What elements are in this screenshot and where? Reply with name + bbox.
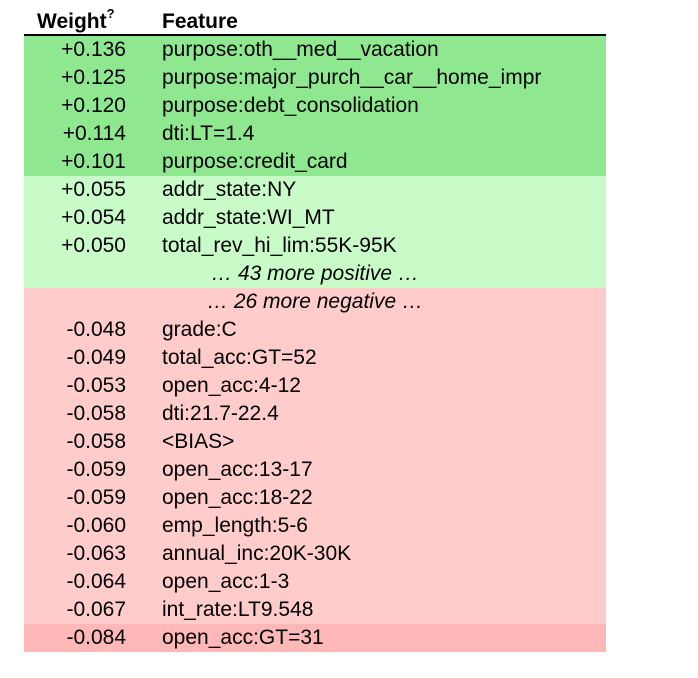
feature-cell: purpose:credit_card [162, 150, 348, 173]
weight-cell: +0.120 [61, 94, 126, 117]
feature-cell: dti:LT=1.4 [162, 122, 255, 145]
table-row: +0.050 total_rev_hi_lim:55K-95K [24, 232, 606, 260]
feature-cell: open_acc:13-17 [162, 458, 313, 481]
summary-text: … 43 more positive … [211, 262, 419, 285]
table-row: -0.048 grade:C [24, 316, 606, 344]
table-row: -0.059 open_acc:18-22 [24, 484, 606, 512]
summary-row: … 43 more positive … [24, 260, 606, 288]
feature-cell: open_acc:4-12 [162, 374, 301, 397]
weight-cell: +0.125 [61, 66, 126, 89]
table-header: Weight? Feature [24, 6, 606, 36]
feature-cell: open_acc:1-3 [162, 570, 290, 593]
table-row: +0.125 purpose:major_purch__car__home_imp… [24, 64, 606, 92]
table-row: -0.067 int_rate:LT9.548 [24, 596, 606, 624]
table-row: -0.084 open_acc:GT=31 [24, 624, 606, 652]
feature-cell: <BIAS> [162, 430, 235, 453]
feature-cell: total_rev_hi_lim:55K-95K [162, 234, 397, 257]
weight-cell: -0.048 [66, 318, 126, 341]
table-row: -0.053 open_acc:4-12 [24, 372, 606, 400]
weight-cell: -0.053 [66, 374, 126, 397]
table-row: -0.058 <BIAS> [24, 428, 606, 456]
feature-cell: purpose:major_purch__car__home_impr [162, 66, 542, 89]
weight-cell: -0.064 [66, 570, 126, 593]
header-row: Weight? Feature [24, 6, 606, 36]
table-row: +0.101 purpose:credit_card [24, 148, 606, 176]
weight-cell: -0.067 [66, 598, 126, 621]
weight-cell: -0.060 [66, 514, 126, 537]
table-row: +0.055 addr_state:NY [24, 176, 606, 204]
weight-cell: -0.049 [66, 346, 126, 369]
feature-cell: addr_state:NY [162, 178, 297, 201]
table-row: +0.114 dti:LT=1.4 [24, 120, 606, 148]
feature-cell: int_rate:LT9.548 [162, 598, 314, 621]
table-body: +0.136 purpose:oth__med__vacation +0.125 pu… [24, 35, 606, 652]
table-row: +0.054 addr_state:WI_MT [24, 204, 606, 232]
feature-column-header: Feature [152, 6, 606, 36]
feature-cell: addr_state:WI_MT [162, 206, 335, 229]
feature-weights-table: Weight? Feature +0.136 purpose:oth__med__… [24, 6, 606, 652]
weight-cell: -0.059 [66, 458, 126, 481]
weight-cell: +0.101 [61, 150, 126, 173]
feature-cell: open_acc:GT=31 [162, 626, 324, 649]
weight-cell: -0.059 [66, 486, 126, 509]
weight-cell: +0.114 [62, 122, 126, 145]
feature-cell: emp_length:5-6 [162, 514, 308, 537]
weight-cell: +0.136 [61, 38, 126, 61]
weight-cell: -0.084 [66, 626, 126, 649]
feature-cell: purpose:debt_consolidation [162, 94, 419, 117]
weight-cell: +0.055 [61, 178, 126, 201]
table-row: -0.064 open_acc:1-3 [24, 568, 606, 596]
weight-header-label: Weight [37, 10, 107, 33]
table-row: +0.136 purpose:oth__med__vacation [24, 35, 606, 64]
summary-row: … 26 more negative … [24, 288, 606, 316]
weight-column-header: Weight? [24, 6, 152, 36]
weight-cell: +0.050 [61, 234, 126, 257]
feature-cell: total_acc:GT=52 [162, 346, 317, 369]
table-row: -0.063 annual_inc:20K-30K [24, 540, 606, 568]
feature-cell: purpose:oth__med__vacation [162, 38, 439, 61]
weight-cell: -0.058 [66, 430, 126, 453]
feature-cell: open_acc:18-22 [162, 486, 313, 509]
weight-cell: -0.063 [66, 542, 126, 565]
table-row: -0.049 total_acc:GT=52 [24, 344, 606, 372]
weight-cell: -0.058 [66, 402, 126, 425]
feature-cell: dti:21.7-22.4 [162, 402, 279, 425]
table-row: +0.120 purpose:debt_consolidation [24, 92, 606, 120]
weight-cell: +0.054 [61, 206, 126, 229]
weight-help-marker[interactable]: ? [106, 6, 115, 21]
table-row: -0.058 dti:21.7-22.4 [24, 400, 606, 428]
feature-cell: grade:C [162, 318, 237, 341]
summary-text: … 26 more negative … [207, 290, 423, 313]
table-row: -0.060 emp_length:5-6 [24, 512, 606, 540]
table-row: -0.059 open_acc:13-17 [24, 456, 606, 484]
feature-cell: annual_inc:20K-30K [162, 542, 352, 565]
